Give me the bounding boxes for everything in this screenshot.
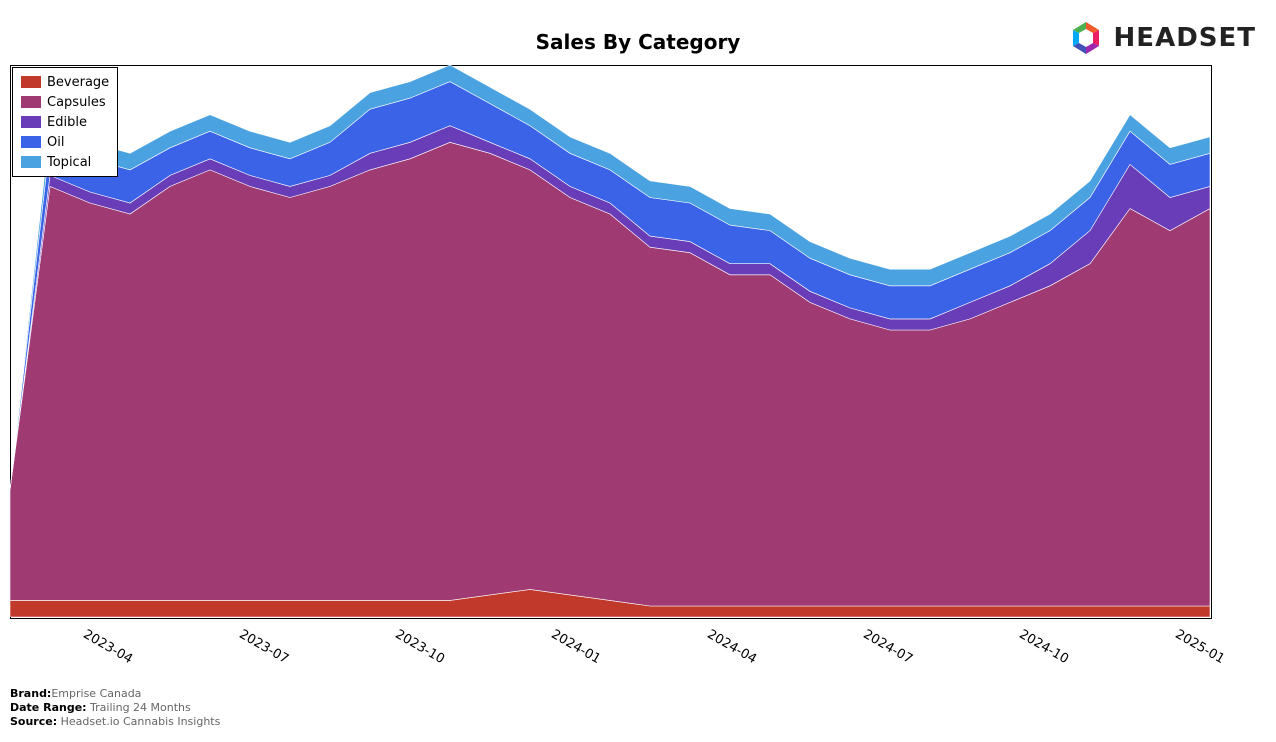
x-tick-label: 2023-10 xyxy=(393,627,448,667)
legend-label: Topical xyxy=(47,155,91,170)
legend-swatch xyxy=(21,156,41,168)
legend: Beverage Capsules Edible Oil Topical xyxy=(12,67,118,177)
legend-label: Capsules xyxy=(47,95,106,110)
legend-swatch xyxy=(21,136,41,148)
legend-label: Oil xyxy=(47,135,64,150)
legend-item: Topical xyxy=(21,152,109,172)
x-tick-label: 2024-01 xyxy=(549,627,604,667)
legend-item: Capsules xyxy=(21,92,109,112)
legend-item: Edible xyxy=(21,112,109,132)
x-tick-label: 2024-04 xyxy=(705,627,760,667)
headset-logo-icon xyxy=(1066,18,1106,58)
legend-label: Beverage xyxy=(47,75,109,90)
x-tick-label: 2023-07 xyxy=(237,627,292,667)
legend-item: Oil xyxy=(21,132,109,152)
legend-swatch xyxy=(21,96,41,108)
x-tick-label: 2023-04 xyxy=(81,627,136,667)
legend-label: Edible xyxy=(47,115,87,130)
x-tick-label: 2024-07 xyxy=(861,627,916,667)
headset-logo: HEADSET xyxy=(1066,18,1256,58)
legend-swatch xyxy=(21,76,41,88)
x-tick-label: 2025-01 xyxy=(1173,627,1228,667)
headset-logo-text: HEADSET xyxy=(1114,23,1256,53)
footer-date-range: Date Range: Trailing 24 Months xyxy=(10,701,191,714)
x-tick-label: 2024-10 xyxy=(1017,627,1072,667)
legend-swatch xyxy=(21,116,41,128)
stacked-area-chart xyxy=(10,65,1210,617)
footer-source: Source: Headset.io Cannabis Insights xyxy=(10,715,220,728)
legend-item: Beverage xyxy=(21,72,109,92)
footer-brand: Brand:Emprise Canada xyxy=(10,687,141,700)
chart-container: Sales By Category HEADSET BeverageCapsul… xyxy=(0,0,1276,742)
